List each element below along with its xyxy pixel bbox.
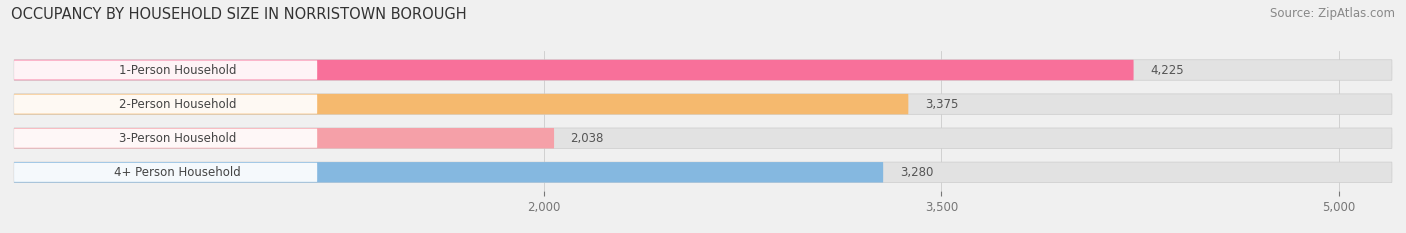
Text: 4+ Person Household: 4+ Person Household [114,166,240,179]
FancyBboxPatch shape [14,60,1133,80]
Text: 2-Person Household: 2-Person Household [120,98,236,111]
Text: 2,038: 2,038 [571,132,605,145]
Text: 3,375: 3,375 [925,98,959,111]
FancyBboxPatch shape [14,60,1392,80]
Text: 4,225: 4,225 [1150,64,1184,76]
FancyBboxPatch shape [14,61,318,79]
FancyBboxPatch shape [14,94,1392,114]
Text: Source: ZipAtlas.com: Source: ZipAtlas.com [1270,7,1395,20]
FancyBboxPatch shape [14,162,883,182]
FancyBboxPatch shape [14,129,318,148]
FancyBboxPatch shape [14,128,1392,148]
Text: 1-Person Household: 1-Person Household [120,64,236,76]
Text: 3-Person Household: 3-Person Household [120,132,236,145]
Text: OCCUPANCY BY HOUSEHOLD SIZE IN NORRISTOWN BOROUGH: OCCUPANCY BY HOUSEHOLD SIZE IN NORRISTOW… [11,7,467,22]
FancyBboxPatch shape [14,128,554,148]
FancyBboxPatch shape [14,163,318,182]
FancyBboxPatch shape [14,94,908,114]
FancyBboxPatch shape [14,95,318,114]
FancyBboxPatch shape [14,162,1392,182]
Text: 3,280: 3,280 [900,166,934,179]
